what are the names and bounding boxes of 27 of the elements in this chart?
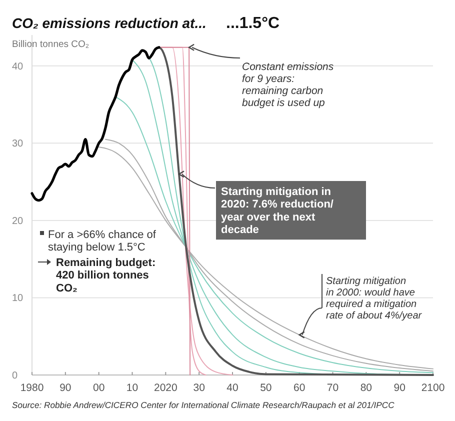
x-tick-label: 2020 xyxy=(154,382,178,394)
annotation: For a >66% chance of staying below 1.5°C xyxy=(48,229,157,254)
x-tick-label: 50 xyxy=(260,382,272,394)
x-tick-label: 2100 xyxy=(421,382,445,394)
x-tick-label: 80 xyxy=(360,382,372,394)
x-tick-label: 60 xyxy=(293,382,306,394)
y-tick-label: 20 xyxy=(12,216,24,227)
chart-title: CO₂ emissions reduction at... xyxy=(12,15,206,31)
x-tick-label: 90 xyxy=(60,382,72,394)
x-tick-label: 00 xyxy=(92,382,105,394)
y-tick-label: 30 xyxy=(12,138,24,150)
annotation: Starting mitigation in 2000: would have required a mitigation rate of about 4%/year xyxy=(326,276,422,322)
annotation: Starting mitigation in 2020: 7.6% reduction/ year over the next decade xyxy=(221,186,334,236)
x-tick-label: 10 xyxy=(126,382,138,394)
x-tick-label: 90 xyxy=(394,382,406,394)
y-tick-label: 10 xyxy=(12,293,24,304)
annotation: Remaining budget: 420 billion tonnes CO₂ xyxy=(56,257,156,294)
chart-subtitle: ...1.5°C xyxy=(226,15,280,32)
x-tick-label: 40 xyxy=(226,382,238,394)
x-tick-label: 30 xyxy=(193,382,206,394)
y-axis-title: Billion tonnes CO₂ xyxy=(12,39,90,50)
x-tick-label: 1980 xyxy=(20,382,44,394)
y-tick-label: 40 xyxy=(12,61,24,72)
x-tick-label: 70 xyxy=(326,382,339,394)
annotation: Constant emissions for 9 years: remaining carbon budget is used up xyxy=(242,61,334,110)
y-tick-label: 0 xyxy=(12,370,18,382)
source-note: Source: Robbie Andrew/CICERO Center for International Climate Research/Raupach et al 201/IPCC xyxy=(12,400,396,410)
